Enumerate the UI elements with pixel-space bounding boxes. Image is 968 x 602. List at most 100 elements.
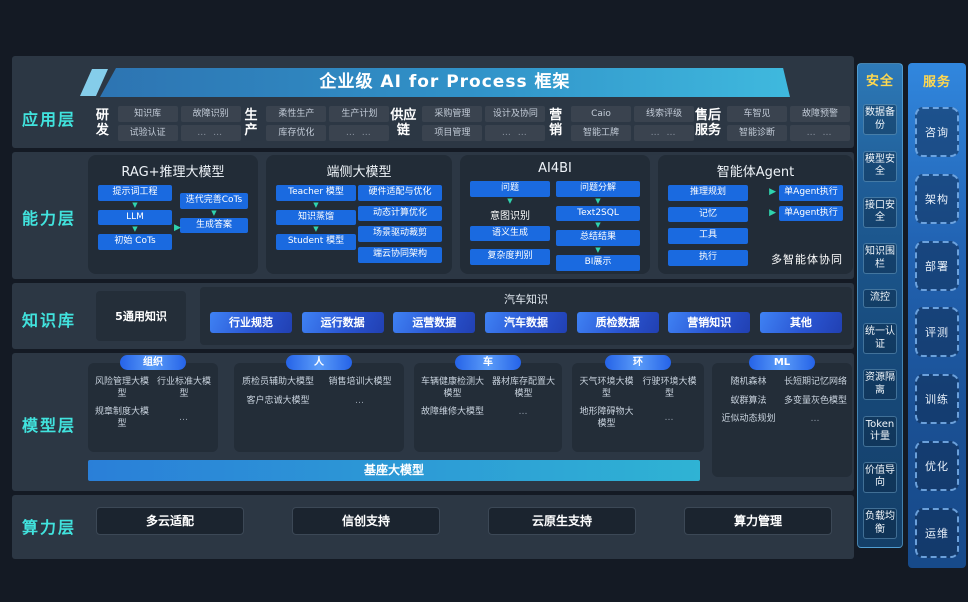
- edge-step-student: Student 模型: [276, 234, 356, 251]
- model-items: 车辆健康检测大模型 器材库存配置大模型 故障维修大模型 …: [414, 363, 562, 423]
- app-chip: 采购管理: [422, 105, 483, 122]
- rag-step-iterate-cots: 迭代完善CoTs: [180, 193, 248, 209]
- app-chip: 项目管理: [422, 125, 483, 142]
- app-chip: 故障预警: [790, 105, 851, 122]
- app-group-production: 生产 柔性生产 生产计划 库存优化 … …: [241, 105, 390, 142]
- ai4bi-flow-right: 问题分解 ▼ Text2SQL ▼ 总结结果 ▼ BI展示: [556, 181, 640, 271]
- agent-component-planning: 推理规划: [668, 185, 748, 201]
- app-chip: 智能诊断: [727, 125, 788, 142]
- security-item: 价值导向: [863, 461, 897, 493]
- capability-box-edge-model: 端侧大模型 Teacher 模型 ▼ 知识蒸馏 ▼ Student 模型 硬件适…: [266, 155, 452, 274]
- capability-box-agent: 智能体Agent 推理规划 记忆 工具 执行 ▶ 单Agent执行 ▶ 单Age…: [658, 155, 853, 274]
- agent-components: 推理规划 记忆 工具 执行: [668, 185, 748, 266]
- app-group-name: 供应链: [390, 107, 417, 138]
- model-items: 风险管理大模型 行业标准大模型 规章制度大模型 …: [88, 363, 218, 435]
- model-item: 随机森林: [730, 377, 767, 387]
- service-item: 运维: [915, 507, 959, 558]
- arrow-down-icon: ▼: [132, 225, 138, 234]
- model-item: 近似动态规划: [721, 414, 776, 425]
- arrow-down-icon: ▼: [211, 208, 217, 217]
- model-item: 车辆健康检测大模型: [420, 377, 484, 399]
- compute-item-xinchuang: 信创支持: [292, 507, 440, 535]
- service-item: 优化: [915, 441, 959, 492]
- service-title: 服务: [922, 75, 951, 90]
- knowledge-buttons-row: 行业规范 运行数据 运营数据 汽车数据 质检数据 营销知识 其他: [200, 307, 852, 333]
- service-item: 评测: [915, 307, 959, 358]
- model-item: 行业标准大模型: [156, 377, 211, 399]
- model-item: 天气环境大模型: [579, 377, 634, 399]
- knowledge-item-other: 其他: [759, 312, 842, 333]
- agent-exec-row: ▶ 单Agent执行: [769, 185, 843, 201]
- app-chip-more: … …: [634, 125, 695, 142]
- capability-box-rag: RAG+推理大模型 提示词工程 ▼ LLM ▼ 初始 CoTs 迭代完善CoTs…: [88, 155, 258, 274]
- app-chip: 柔性生产: [266, 105, 327, 122]
- app-chip-grid: 车智见 故障预警 智能诊断 … …: [727, 105, 851, 142]
- app-chip: 试验认证: [117, 125, 178, 142]
- label-knowledge-layer: 知识库: [22, 311, 77, 330]
- model-group-pill: 人: [286, 355, 352, 370]
- model-item-more: …: [664, 413, 675, 424]
- model-item-more: …: [179, 413, 189, 424]
- security-title: 安全: [865, 74, 894, 89]
- model-item: 销售培训大模型: [328, 377, 392, 387]
- capability-box-title: 端侧大模型: [326, 165, 392, 180]
- ai4bi-step-bi-display: BI展示: [556, 255, 640, 271]
- agent-component-tools: 工具: [668, 228, 748, 245]
- label-model-layer: 模型层: [22, 416, 77, 435]
- compute-item-power-mgmt: 算力管理: [684, 507, 832, 535]
- ai4bi-flow: 问题 ▼ 意图识别 语义生成 复杂度判别 问题分解 ▼ Text2SQL ▼ 总…: [468, 181, 642, 271]
- model-item-more: …: [355, 395, 365, 406]
- ai4bi-step-text2sql: Text2SQL: [556, 205, 640, 222]
- ai4bi-flow-left: 问题 ▼ 意图识别 语义生成 复杂度判别: [470, 181, 550, 271]
- agent-single-exec: 单Agent执行: [779, 205, 843, 222]
- ai4bi-step-question: 问题: [470, 181, 550, 197]
- base-model-bar: 基座大模型: [88, 460, 700, 481]
- edge-feature: 场景驱动裁剪: [358, 226, 442, 243]
- service-item: 咨询: [915, 106, 959, 157]
- service-item: 架构: [915, 173, 959, 224]
- arrow-down-icon: ▼: [313, 225, 319, 234]
- edge-feature-list: 硬件适配与优化 动态计算优化 场景驱动裁剪 端云协同架构: [358, 185, 442, 263]
- service-item: 部署: [915, 240, 959, 291]
- model-item: 客户忠诚大模型: [246, 395, 310, 406]
- arrow-right-icon: ▶: [174, 223, 181, 233]
- label-compute-layer: 算力层: [22, 518, 77, 537]
- security-column: 安全 数据备份 模型安全 接口安全 知识围栏 流控 统一认证 资源隔离 Toke…: [857, 63, 903, 548]
- label-capability-layer: 能力层: [22, 209, 77, 228]
- model-item: 蚁群算法: [730, 395, 767, 406]
- model-item-more: …: [518, 407, 529, 418]
- edge-feature: 动态计算优化: [358, 205, 442, 222]
- app-chip: 库存优化: [266, 125, 327, 142]
- app-chip: 车智见: [727, 105, 788, 122]
- app-chip-grid: Caio 线索评级 智能工牌 … …: [571, 105, 695, 142]
- model-item: 质检员辅助大模型: [241, 377, 314, 387]
- app-group-name: 售后服务: [695, 107, 722, 138]
- rag-flow: 提示词工程 ▼ LLM ▼ 初始 CoTs 迭代完善CoTs ▼ 生成答案 ▶: [96, 185, 250, 251]
- app-chip-grid: 知识库 故障识别 试验认证 … …: [117, 105, 241, 142]
- service-item: 训练: [915, 374, 959, 425]
- security-item: 数据备份: [863, 104, 897, 136]
- model-item: 多变量灰色模型: [783, 395, 847, 406]
- compute-item-cloud-native: 云原生支持: [488, 507, 636, 535]
- agent-executions: ▶ 单Agent执行 ▶ 单Agent执行: [755, 185, 843, 266]
- arrow-right-icon: ▶: [769, 208, 776, 219]
- service-column: 服务 咨询 架构 部署 评测 训练 优化 运维: [908, 63, 966, 568]
- model-group-pill: 车: [455, 355, 521, 370]
- edge-flow: Teacher 模型 ▼ 知识蒸馏 ▼ Student 模型 硬件适配与优化 动…: [274, 185, 444, 263]
- model-group-vehicle: 车 车辆健康检测大模型 器材库存配置大模型 故障维修大模型 …: [414, 355, 562, 452]
- edge-flow-left: Teacher 模型 ▼ 知识蒸馏 ▼ Student 模型: [276, 185, 356, 263]
- app-chip-more: … …: [485, 125, 546, 142]
- model-items: 质检员辅助大模型 销售培训大模型 客户忠诚大模型 …: [234, 363, 404, 411]
- capability-box-title: 智能体Agent: [716, 165, 795, 180]
- app-chip-more: … …: [790, 125, 851, 142]
- knowledge-item-industry-norms: 行业规范: [210, 312, 292, 333]
- capability-box-title: AI4BI: [538, 161, 572, 176]
- app-chip: 知识库: [117, 105, 178, 122]
- app-chip: 设计及协同: [485, 105, 546, 122]
- app-group-supply-chain: 供应链 采购管理 设计及协同 项目管理 … …: [389, 105, 546, 142]
- page-title: 企业级 AI for Process 框架: [100, 68, 790, 97]
- model-item: 故障维修大模型: [420, 407, 484, 418]
- security-item: 资源隔离: [863, 369, 897, 401]
- app-chip-grid: 柔性生产 生产计划 库存优化 … …: [266, 105, 390, 142]
- model-group-environment: 环 天气环境大模型 行驶环境大模型 地形障碍物大模型 …: [572, 355, 704, 452]
